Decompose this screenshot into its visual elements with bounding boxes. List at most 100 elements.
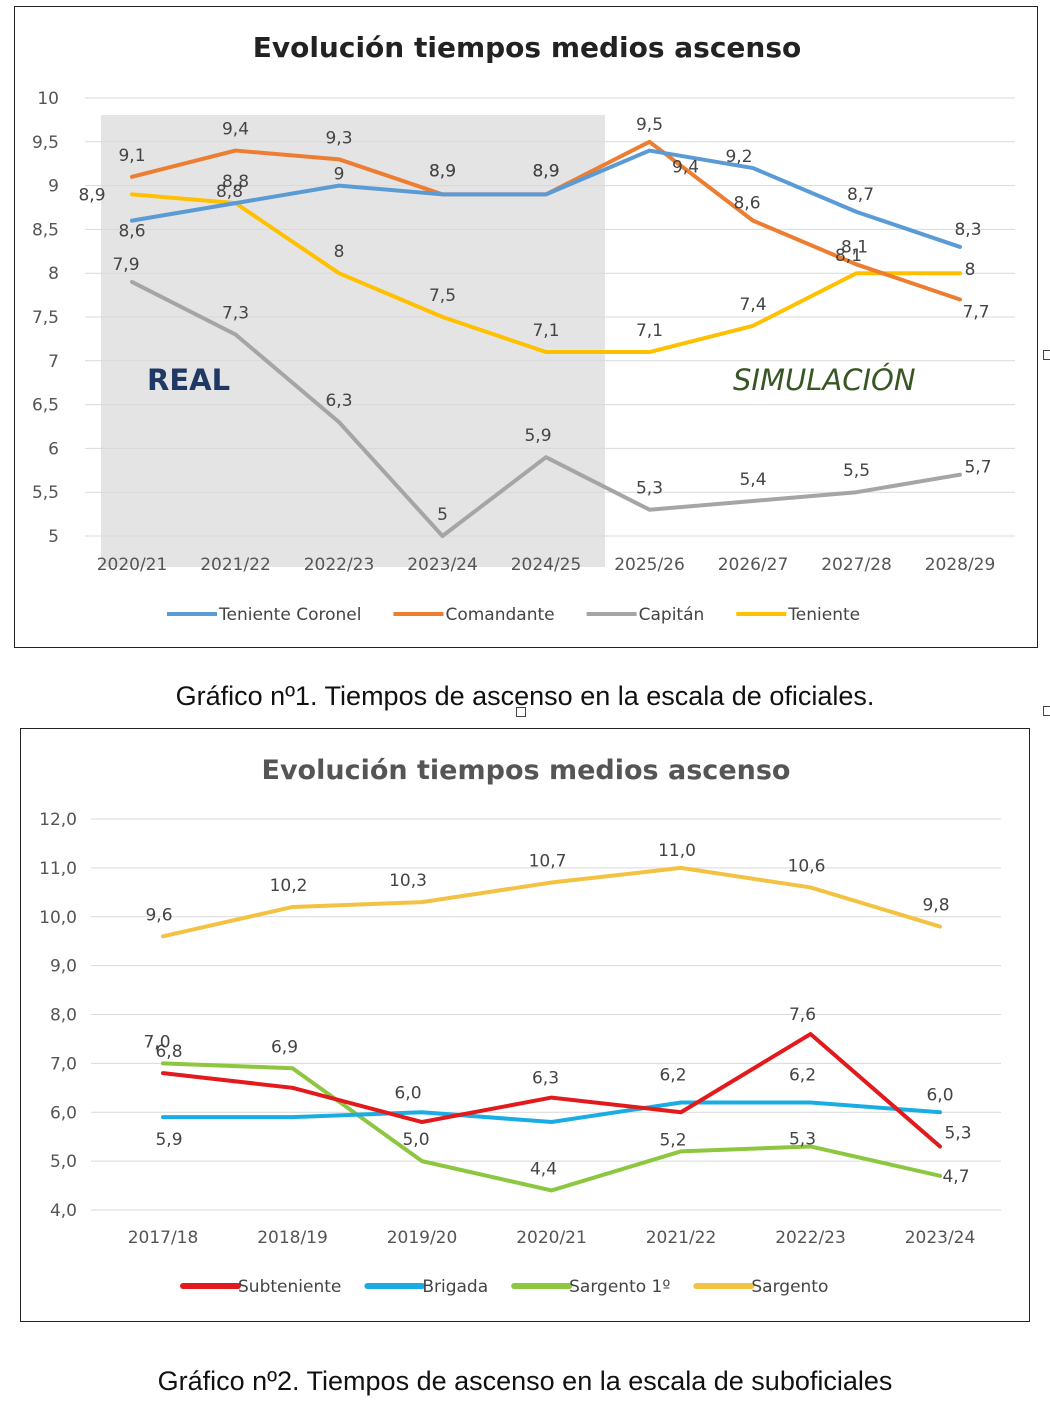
data-label: 8,1 — [835, 246, 862, 266]
legend-label: Sargento — [751, 1277, 828, 1297]
real-annotation: REAL — [147, 363, 230, 397]
y-tick-label: 10 — [37, 89, 59, 109]
data-label: 5,3 — [944, 1123, 971, 1143]
x-tick-label: 2019/20 — [387, 1228, 458, 1248]
data-label: 6,9 — [271, 1037, 298, 1057]
data-label: 9,5 — [636, 115, 663, 135]
series-line — [161, 1061, 942, 1193]
data-label: 8,8 — [216, 182, 243, 202]
y-tick-label: 6,5 — [32, 396, 59, 416]
data-label: 8,9 — [78, 185, 105, 205]
y-tick-label: 12,0 — [39, 810, 77, 830]
x-tick-label: 2025/26 — [614, 555, 685, 575]
x-tick-label: 2020/21 — [97, 555, 168, 575]
data-label: 6,2 — [659, 1065, 686, 1085]
data-label: 6,2 — [789, 1065, 816, 1085]
y-tick-label: 7,5 — [32, 308, 59, 328]
data-label: 6,0 — [394, 1083, 421, 1103]
chart-oficiales: 10 9,5 9 8,5 8 7,5 7 6,5 6 5,5 5 2020/21 2021/22 2022… — [14, 6, 1038, 648]
data-label: 5,9 — [155, 1130, 182, 1150]
x-tick-label: 2024/25 — [511, 555, 582, 575]
data-label: 11,0 — [658, 841, 696, 861]
handle-marker — [1043, 350, 1050, 360]
data-label: 5,5 — [843, 461, 870, 481]
data-label: 9,8 — [922, 896, 949, 916]
x-tick-label: 2023/24 — [407, 555, 478, 575]
series-line — [130, 279, 962, 538]
x-tick-label: 2018/19 — [257, 1228, 328, 1248]
data-label: 8,9 — [429, 161, 456, 181]
data-label: 9 — [334, 165, 345, 185]
data-label: 8 — [965, 260, 976, 280]
y-tick-label: 5,5 — [32, 483, 59, 503]
data-label: 5,0 — [402, 1130, 429, 1150]
x-tick-label: 2028/29 — [925, 555, 996, 575]
y-tick-label: 10,0 — [39, 908, 77, 928]
data-label: 7,7 — [962, 302, 989, 322]
x-tick-label: 2017/18 — [128, 1228, 199, 1248]
data-label: 8,9 — [429, 161, 456, 181]
chart-suboficiales-svg: 12,0 11,0 10,0 9,0 8,0 7,0 6,0 5,0 4,0 2017/18 201… — [39, 755, 1001, 1297]
data-label: 8,9 — [532, 161, 559, 181]
x-tick-label: 2022/23 — [304, 555, 375, 575]
y-tick-label: 9 — [48, 177, 59, 197]
y-tick-label: 4,0 — [50, 1201, 77, 1221]
y-tick-label: 7 — [48, 352, 59, 372]
y-tick-label: 5 — [48, 527, 59, 547]
x-tick-label: 2027/28 — [821, 555, 892, 575]
data-label: 5,7 — [964, 458, 991, 478]
data-label: 5,9 — [524, 426, 551, 446]
y-tick-label: 5,0 — [50, 1152, 77, 1172]
series-line — [161, 865, 942, 939]
y-tick-label: 7,0 — [50, 1054, 77, 1074]
legend-label: Capitán — [639, 605, 705, 625]
data-label: 7,1 — [532, 321, 559, 341]
real-period-shading — [101, 115, 605, 567]
chart-oficiales-svg: 10 9,5 9 8,5 8 7,5 7 6,5 6 5,5 5 2020/21 2021/22 2022… — [32, 31, 1015, 625]
x-tick-label: 2023/24 — [905, 1228, 976, 1248]
data-label: 9,2 — [725, 147, 752, 167]
handle-marker — [1043, 706, 1050, 716]
caption-suboficiales: Gráfico nº2. Tiempos de ascenso en la es… — [157, 1366, 893, 1396]
data-label: 10,7 — [529, 852, 567, 872]
simulacion-annotation: SIMULACIÓN — [733, 363, 916, 397]
series-line — [161, 1032, 942, 1149]
data-label: 9,3 — [325, 128, 352, 148]
data-label: 7,4 — [739, 295, 766, 315]
data-label: 9,4 — [672, 158, 699, 178]
data-label: 9,1 — [118, 146, 145, 166]
data-label: 7,3 — [222, 304, 249, 324]
data-label: 4,7 — [942, 1167, 969, 1187]
data-label: 8,8 — [222, 172, 249, 192]
x-tick-label: 2021/22 — [200, 555, 271, 575]
handle-marker — [516, 707, 526, 717]
legend-label: Teniente — [787, 605, 860, 625]
data-label: 7,6 — [789, 1005, 816, 1025]
x-tick-label: 2020/21 — [516, 1228, 587, 1248]
data-label: 8,7 — [847, 185, 874, 205]
y-tick-label: 9,5 — [32, 133, 59, 153]
data-label: 9,6 — [145, 905, 172, 925]
y-tick-label: 8,5 — [32, 220, 59, 240]
chart-title: Evolución tiempos medios ascenso — [253, 31, 802, 64]
data-label: 8,1 — [841, 237, 868, 257]
data-label: 7,5 — [429, 286, 456, 306]
data-label: 8,6 — [118, 222, 145, 242]
data-label: 6,8 — [155, 1042, 182, 1062]
legend-label: Teniente Coronel — [218, 605, 361, 625]
data-label: 7,1 — [636, 321, 663, 341]
y-tick-label: 6 — [48, 439, 59, 459]
data-label: 9,4 — [222, 120, 249, 140]
data-label: 6,0 — [926, 1085, 953, 1105]
data-label: 10,2 — [270, 876, 308, 896]
data-label: 5,3 — [636, 479, 663, 499]
data-label: 8,6 — [733, 194, 760, 214]
data-label: 6,3 — [325, 391, 352, 411]
data-label: 7,9 — [112, 255, 139, 275]
data-label: 10,6 — [788, 856, 826, 876]
data-label: 5,2 — [659, 1130, 686, 1150]
data-label: 5 — [437, 505, 448, 525]
y-tick-label: 8 — [48, 264, 59, 284]
x-tick-label: 2021/22 — [646, 1228, 717, 1248]
legend-label: Comandante — [445, 605, 554, 625]
